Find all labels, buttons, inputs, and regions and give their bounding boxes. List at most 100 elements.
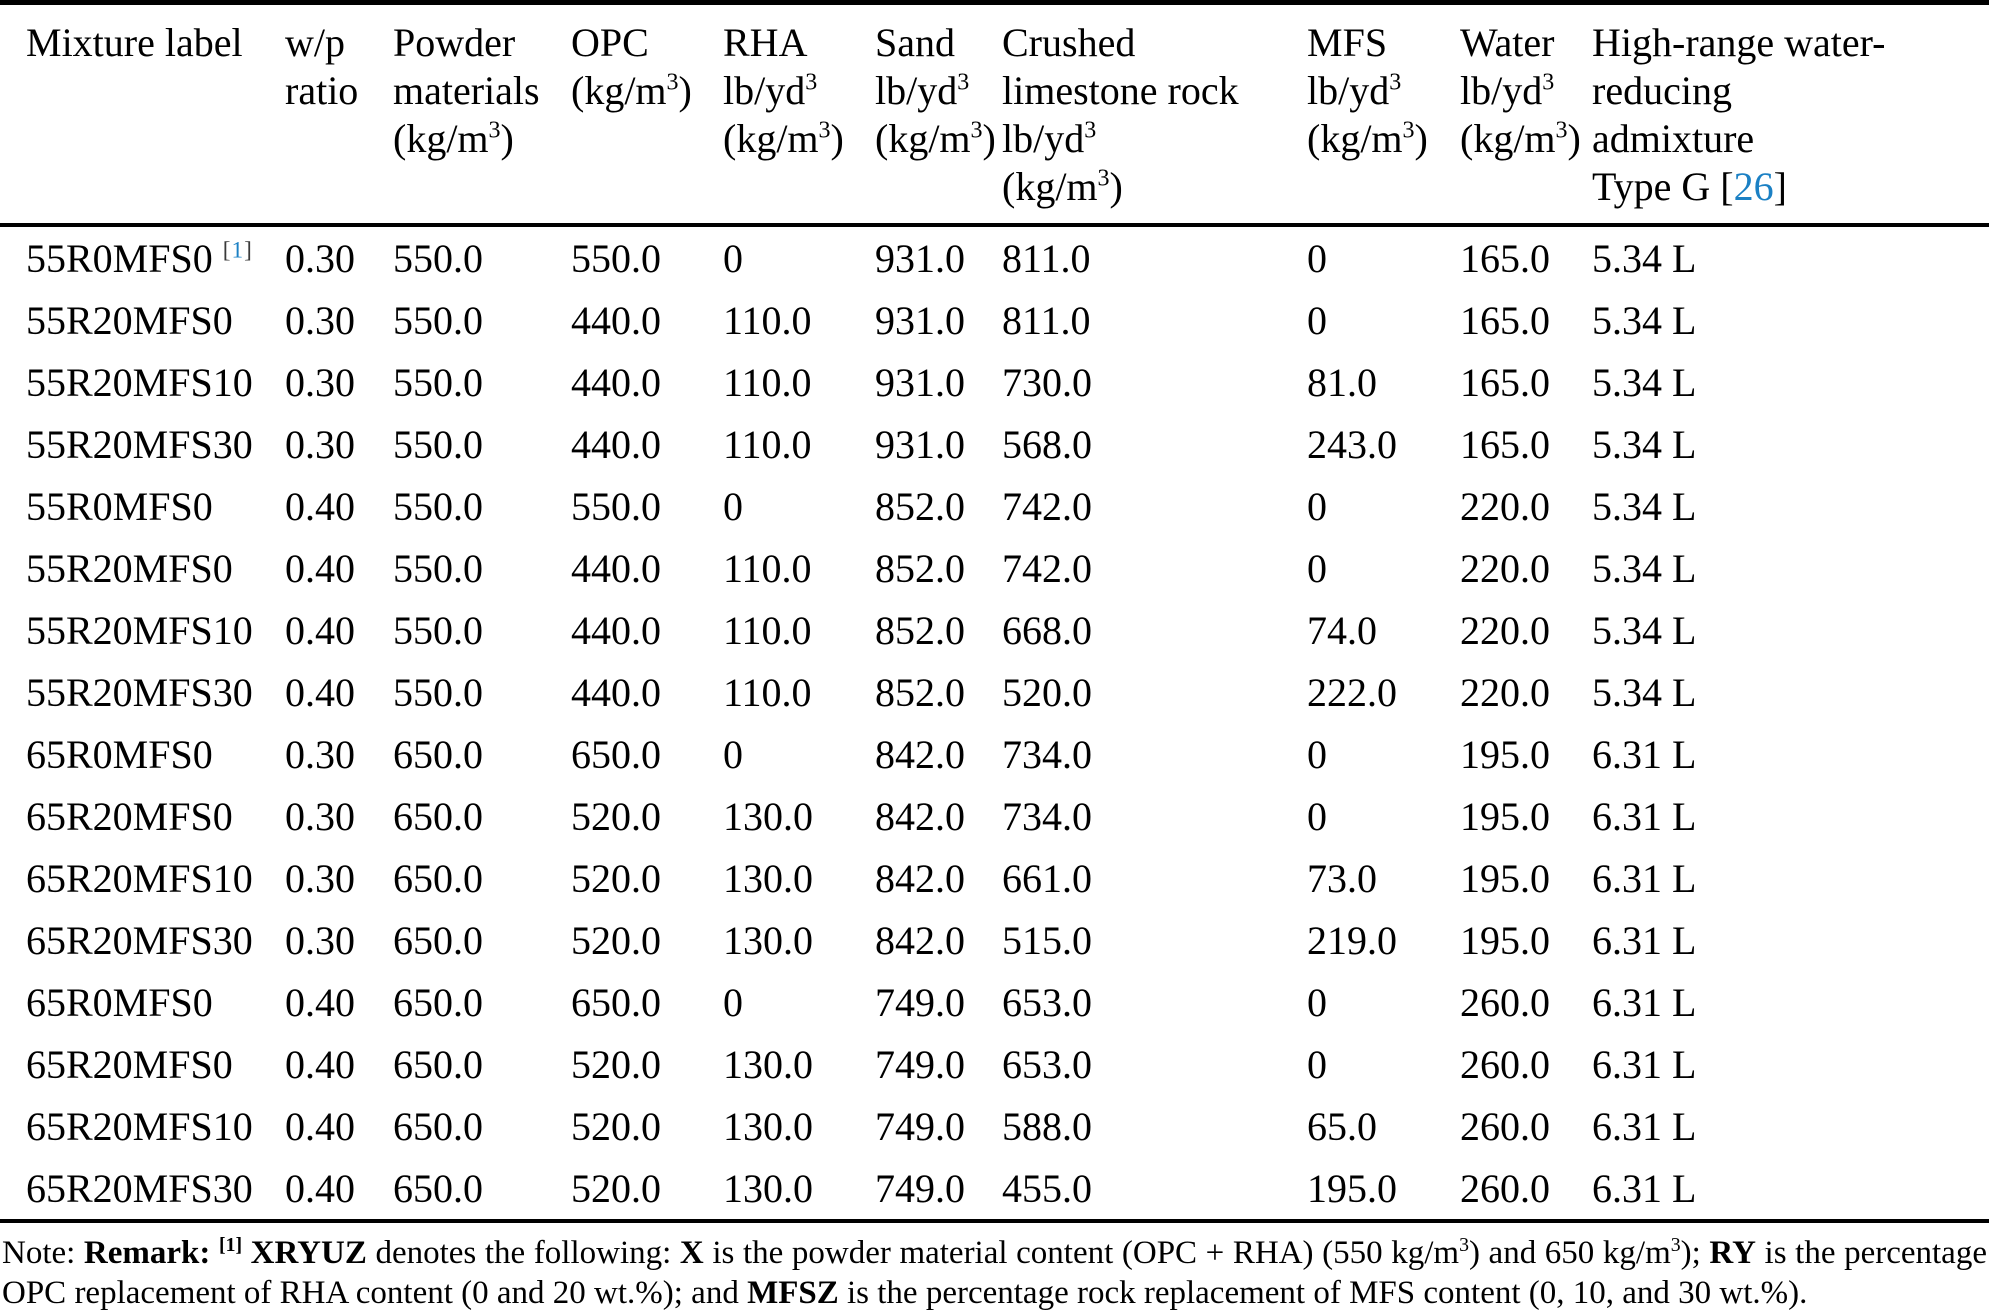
value-cell: 520.0 (571, 855, 661, 901)
value-cell: 195.0 (1307, 1157, 1460, 1223)
value-cell: 550.0 (393, 359, 483, 405)
column-header-water: Water lb/yd3 (kg/m3) (1460, 2, 1592, 227)
value-cell: 5.34 L (1592, 483, 1697, 529)
mixture-label-cell: 65R0MFS0 (0, 971, 285, 1033)
value-cell: 0.30 (285, 359, 355, 405)
column-header-sand: Sand lb/yd3 (kg/m3) (875, 2, 1002, 227)
value-cell: 550.0 (393, 545, 483, 591)
mixture-label: 55R20MFS0 (26, 297, 233, 343)
table-row: 55R20MFS0 0.30 550.0 440.0 110.0 931.0 811.0 0 1… (0, 289, 1989, 351)
table-row: 65R20MFS30 0.30 650.0 520.0 130.0 842.0 515.0 2… (0, 909, 1989, 971)
value-cell: 650.0 (393, 731, 483, 777)
header-line: (kg/m3) (1307, 116, 1428, 161)
value-cell: 130.0 (723, 1103, 813, 1149)
mixture-label-cell: 65R20MFS30 (0, 909, 285, 971)
table-row: 65R20MFS10 0.40 650.0 520.0 130.0 749.0 588.0 6… (0, 1095, 1989, 1157)
value-cell: 650.0 (393, 855, 483, 901)
value-cell: 65.0 (1307, 1103, 1377, 1149)
value-cell: 6.31 L (1592, 855, 1697, 901)
header-line: lb/yd3 (1307, 68, 1402, 113)
mixture-label-cell: 55R0MFS0 (0, 475, 285, 537)
value-cell: 110.0 (723, 607, 812, 653)
value-cell: 650.0 (393, 1103, 483, 1149)
value-cell: 661.0 (1002, 855, 1092, 901)
value-cell: 550.0 (393, 607, 483, 653)
value-cell: 550.0 (393, 421, 483, 467)
mixture-label: 65R20MFS30 (26, 917, 253, 963)
value-cell: 220.0 (1460, 483, 1550, 529)
header-line: lb/yd3 (875, 68, 970, 113)
mixture-label: 65R20MFS30 (26, 1165, 253, 1211)
table-row: 55R20MFS0 0.40 550.0 440.0 110.0 852.0 742.0 0 2… (0, 537, 1989, 599)
value-cell: 440.0 (571, 297, 661, 343)
value-cell: 0.30 (285, 421, 355, 467)
value-cell: 842.0 (875, 731, 965, 777)
value-cell: 74.0 (1307, 607, 1377, 653)
value-cell: 195.0 (1460, 855, 1550, 901)
value-cell: 222.0 (1307, 669, 1397, 715)
header-line: (kg/m3) (393, 116, 514, 161)
footnote-segment: Note: (2, 1235, 84, 1271)
header-line: materials (393, 68, 540, 113)
value-cell: 110.0 (723, 421, 812, 467)
mixture-label-cell: 65R0MFS0 (0, 723, 285, 785)
value-cell: 742.0 (1002, 483, 1092, 529)
footnote-marker-number[interactable]: 1 (231, 237, 245, 264)
table-row: 65R20MFS10 0.30 650.0 520.0 130.0 842.0 661.0 7… (0, 847, 1989, 909)
header-line: lb/yd3 (1002, 116, 1097, 161)
value-cell: 5.34 L (1592, 669, 1697, 715)
table-row: 65R20MFS30 0.40 650.0 520.0 130.0 749.0 455.0 1… (0, 1157, 1989, 1223)
value-cell: 6.31 L (1592, 793, 1697, 839)
footnote-segment: is the powder material content (OPC + RH… (703, 1234, 1710, 1271)
value-cell: 842.0 (875, 855, 965, 901)
value-cell: 653.0 (1002, 979, 1092, 1025)
value-cell: 734.0 (1002, 731, 1092, 777)
value-cell: 931.0 (875, 421, 965, 467)
value-cell: 0.30 (285, 297, 355, 343)
value-cell: 6.31 L (1592, 979, 1697, 1025)
citation-link[interactable]: 26 (1733, 164, 1774, 209)
value-cell: 550.0 (393, 297, 483, 343)
value-cell: 440.0 (571, 421, 661, 467)
mixture-label-cell: 55R20MFS30 (0, 413, 285, 475)
value-cell: 110.0 (723, 545, 812, 591)
value-cell: 260.0 (1460, 1103, 1550, 1149)
value-cell: 650.0 (393, 1157, 571, 1223)
value-cell: 568.0 (1002, 421, 1092, 467)
citation-open-bracket: [ (1720, 164, 1734, 209)
value-cell: 110.0 (723, 359, 812, 405)
value-cell: 0.40 (285, 1041, 355, 1087)
column-header-wp-ratio: w/p ratio (285, 2, 393, 227)
value-cell: 73.0 (1307, 855, 1377, 901)
table-row: 65R20MFS0 0.40 650.0 520.0 130.0 749.0 653.0 0 2… (0, 1033, 1989, 1095)
value-cell: 195.0 (1460, 917, 1550, 963)
value-cell: 550.0 (571, 235, 661, 281)
table-row: 65R20MFS0 0.30 650.0 520.0 130.0 842.0 734.0 0 1… (0, 785, 1989, 847)
footnote-segment: X (679, 1235, 704, 1271)
value-cell: 5.34 L (1592, 607, 1697, 653)
value-cell: 5.34 L (1592, 297, 1697, 343)
footnote-marker[interactable]: [1] (223, 237, 253, 263)
header-line: (kg/m3) (571, 68, 692, 113)
value-cell: 650.0 (393, 1041, 483, 1087)
mixture-label-cell: 65R20MFS10 (0, 847, 285, 909)
value-cell: 6.31 L (1592, 1103, 1697, 1149)
value-cell: 220.0 (1460, 607, 1550, 653)
value-cell: 0.30 (285, 917, 355, 963)
header-line: MFS (1307, 20, 1388, 65)
footnote-segment: [1] (218, 1234, 243, 1256)
mixture-label: 65R0MFS0 (26, 979, 213, 1025)
value-cell: 0.30 (285, 235, 355, 281)
mixture-label-cell: 55R20MFS10 (0, 351, 285, 413)
value-cell: 931.0 (875, 359, 965, 405)
value-cell: 730.0 (1002, 359, 1092, 405)
value-cell: 650.0 (393, 793, 483, 839)
value-cell: 742.0 (1002, 545, 1092, 591)
table-row: 55R20MFS30 0.30 550.0 440.0 110.0 931.0 568.0 2… (0, 413, 1989, 475)
value-cell: 0.40 (285, 1157, 393, 1223)
mixture-label: 55R20MFS30 (26, 669, 253, 715)
value-cell: 243.0 (1307, 421, 1397, 467)
footnote-segment: MFSZ (747, 1275, 839, 1312)
column-header-mixture-label: Mixture label (0, 2, 285, 227)
citation-close-bracket: ] (1773, 164, 1787, 209)
